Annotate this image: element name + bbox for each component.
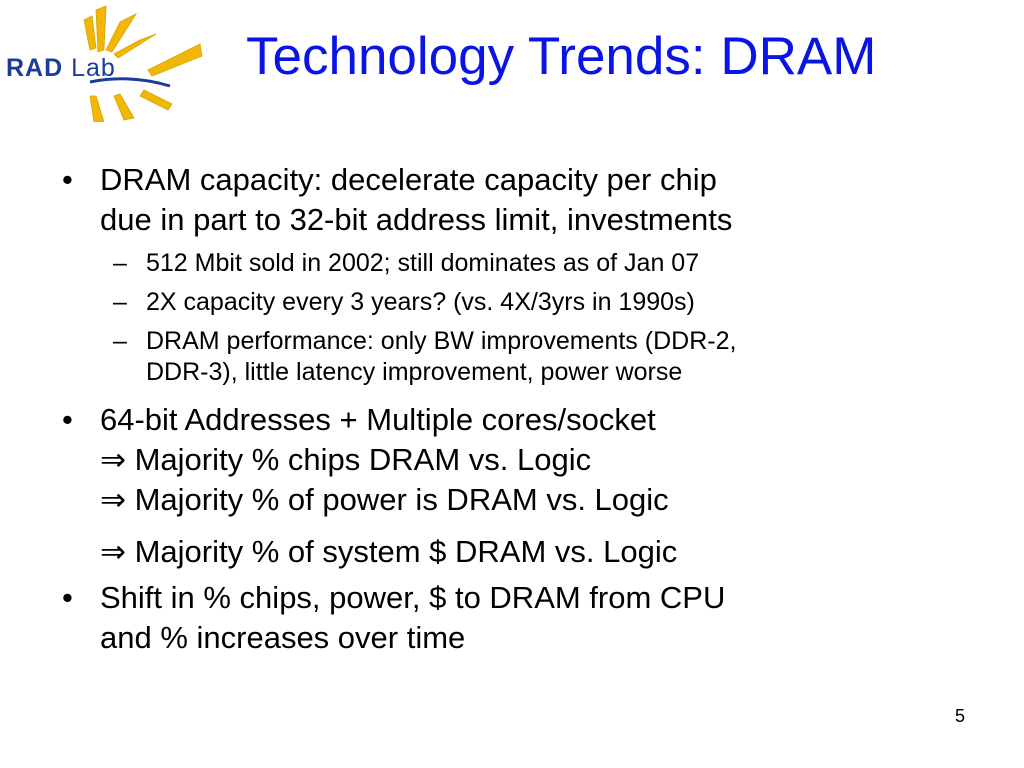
bullet-64bit-addresses: • 64-bit Addresses + Multiple cores/sock… bbox=[62, 400, 992, 572]
slide-content: • DRAM capacity: decelerate capacity per… bbox=[62, 160, 992, 658]
page-number: 5 bbox=[955, 706, 966, 726]
implication-text: Majority % of power is DRAM vs. Logic bbox=[134, 482, 669, 517]
bullet-shift-to-dram: • Shift in % chips, power, $ to DRAM fro… bbox=[62, 578, 992, 658]
bullet-line: and % increases over time bbox=[100, 620, 466, 655]
logo-text-lab: Lab bbox=[71, 54, 116, 82]
sub-bullet-line: 512 Mbit sold in 2002; still dominates a… bbox=[146, 249, 700, 277]
rad-lab-logo: RAD Lab bbox=[0, 4, 210, 122]
implies-icon: ⇒ bbox=[100, 482, 126, 518]
sub-bullet-marker: – bbox=[113, 327, 127, 355]
sub-bullet-marker: – bbox=[113, 288, 127, 316]
bullet-dram-capacity: • DRAM capacity: decelerate capacity per… bbox=[62, 160, 992, 240]
sub-bullet-line: DDR-3), little latency improvement, powe… bbox=[146, 358, 683, 386]
logo-text-rad: RAD bbox=[6, 54, 64, 82]
sub-bullet-dram-performance: – DRAM performance: only BW improvements… bbox=[62, 326, 992, 388]
implies-icon: ⇒ bbox=[100, 534, 126, 570]
slide-title: Technology Trends: DRAM bbox=[246, 27, 877, 86]
sunburst-icon bbox=[83, 5, 203, 122]
sub-bullet-512mbit: – 512 Mbit sold in 2002; still dominates… bbox=[62, 248, 992, 279]
bullet-line: 64-bit Addresses + Multiple cores/socket bbox=[100, 402, 656, 437]
bullet-marker: • bbox=[62, 580, 73, 615]
implication-text: Majority % chips DRAM vs. Logic bbox=[134, 442, 592, 477]
sub-bullet-line: DRAM performance: only BW improvements (… bbox=[146, 327, 737, 355]
bullet-line: Shift in % chips, power, $ to DRAM from … bbox=[100, 580, 726, 615]
sub-bullet-2x-capacity: – 2X capacity every 3 years? (vs. 4X/3yr… bbox=[62, 287, 992, 318]
logo-text: RAD Lab bbox=[6, 54, 116, 83]
implication-line: ⇒ Majority % of system $ DRAM vs. Logic bbox=[100, 532, 992, 572]
implication-line: ⇒ Majority % of power is DRAM vs. Logic bbox=[100, 480, 992, 520]
sub-bullet-line: 2X capacity every 3 years? (vs. 4X/3yrs … bbox=[146, 288, 695, 316]
bullet-marker: • bbox=[62, 162, 73, 197]
bullet-marker: • bbox=[62, 402, 73, 437]
implication-line: ⇒ Majority % chips DRAM vs. Logic bbox=[100, 440, 992, 480]
bullet-line: due in part to 32-bit address limit, inv… bbox=[100, 202, 733, 237]
implies-icon: ⇒ bbox=[100, 442, 126, 478]
bullet-line: DRAM capacity: decelerate capacity per c… bbox=[100, 162, 717, 197]
implication-text: Majority % of system $ DRAM vs. Logic bbox=[134, 534, 678, 569]
sub-bullet-marker: – bbox=[113, 249, 127, 277]
